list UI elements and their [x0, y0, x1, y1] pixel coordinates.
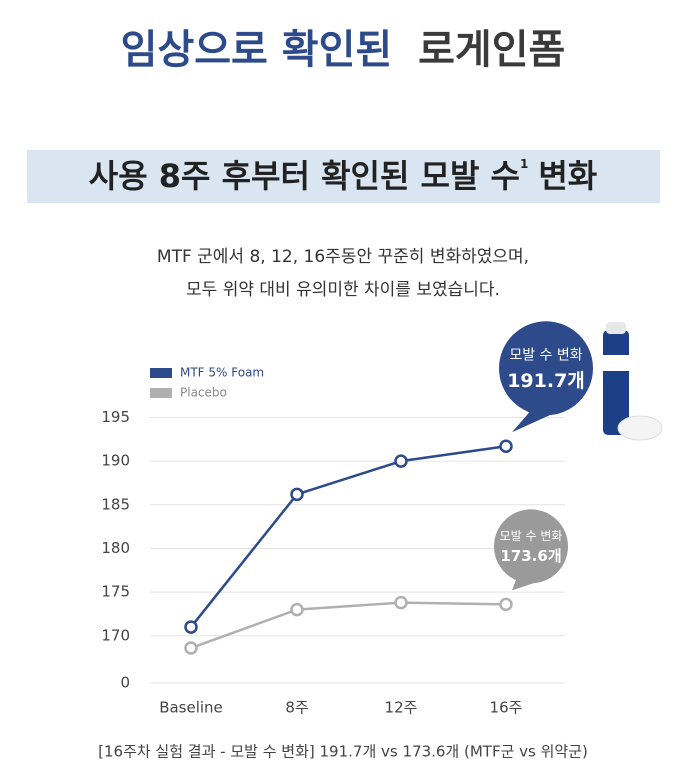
data-point — [290, 602, 304, 617]
series-line — [190, 601, 507, 650]
data-point — [394, 595, 408, 610]
data-point — [394, 454, 408, 468]
page-title: 임상으로 확인된 로게인폼 — [121, 27, 566, 73]
title-dark: 로게인폼 — [418, 27, 565, 73]
banner-bg — [27, 150, 660, 203]
callout-bubble — [499, 321, 593, 416]
y-tick-label: 190 — [101, 452, 130, 470]
callout-value: 191.7개 — [507, 370, 585, 392]
callout-bubble — [494, 509, 568, 584]
y-tick-label: 170 — [101, 626, 130, 644]
data-point — [184, 641, 198, 655]
banner-sup: 1 — [520, 157, 528, 171]
y-tick-label: 180 — [101, 539, 130, 557]
footnote: [16주차 실험 결과 - 모발 수 변화] 191.7개 vs 173.6개 … — [98, 743, 588, 761]
y-tick-label: 195 — [101, 408, 130, 426]
legend-label: MTF 5% Foam — [180, 366, 264, 380]
x-tick-label: 8주 — [285, 699, 308, 717]
x-tick-label: Baseline — [159, 699, 223, 717]
y-tick-label: 185 — [101, 495, 130, 513]
series-line — [190, 445, 507, 628]
banner-main: 사용 8주 후부터 확인된 모발 수 — [89, 157, 520, 195]
product-image — [603, 322, 663, 441]
x-tick-label: 16주 — [490, 699, 523, 717]
legend-swatch — [150, 388, 172, 398]
legend-swatch — [150, 368, 172, 378]
x-tick-label: 12주 — [385, 699, 418, 717]
title-blue: 임상으로 확인된 — [121, 27, 393, 73]
legend-label: Placebo — [180, 386, 227, 400]
banner-text: 사용 8주 후부터 확인된 모발 수1 변화 — [89, 157, 598, 196]
data-point — [290, 487, 304, 502]
data-point — [184, 620, 198, 634]
callout-label: 모발 수 변화 — [500, 529, 563, 543]
y-tick-label: 175 — [101, 583, 130, 601]
description-line: 모두 위약 대비 유의미한 차이를 보였습니다. — [186, 280, 500, 300]
data-point — [499, 597, 513, 612]
data-point — [499, 439, 513, 454]
callout-label: 모발 수 변화 — [509, 347, 582, 363]
chart: 0 170 175 180 185 190 195 Baseline 8주 12주 16주 MTF 5… — [101, 321, 593, 717]
banner-end: 변화 — [538, 157, 597, 195]
y-tick-label: 0 — [120, 674, 130, 692]
callout-value: 173.6개 — [500, 547, 561, 565]
description-line: MTF 군에서 8, 12, 16주동안 꾸준히 변화하였으며, — [157, 247, 529, 267]
